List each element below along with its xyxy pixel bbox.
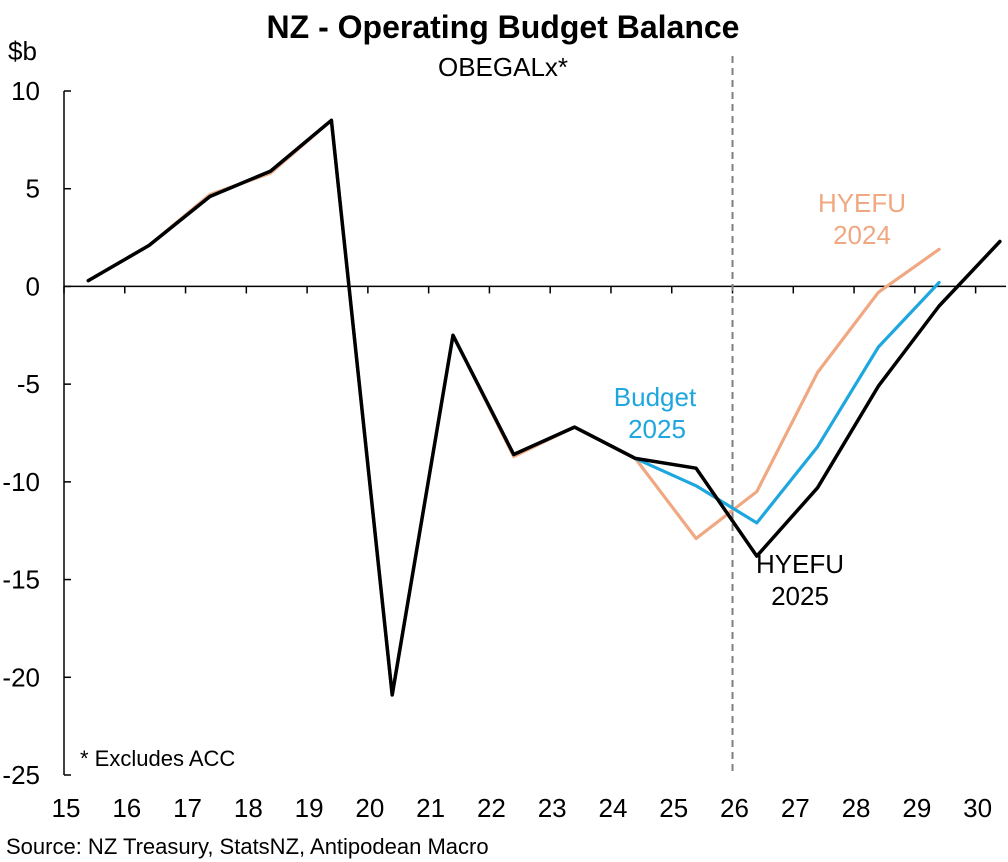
source-note: Source: NZ Treasury, StatsNZ, Antipodean… [6, 834, 489, 859]
series-label-hyefu-2024-line2: 2024 [833, 220, 891, 250]
x-tick-label: 20 [355, 793, 384, 823]
series-label-budget-2025-line1: Budget [614, 382, 697, 412]
series-label-budget-2025-line2: 2025 [628, 414, 686, 444]
series-label-hyefu-2024-line1: HYEFU [818, 188, 906, 218]
y-tick-label: -10 [2, 467, 40, 497]
x-tick-label: 30 [963, 793, 992, 823]
x-tick-label: 24 [599, 793, 628, 823]
x-tick-label: 25 [659, 793, 688, 823]
y-tick-label: 5 [26, 174, 40, 204]
footnote: * Excludes ACC [80, 746, 235, 771]
x-tick-label: 29 [902, 793, 931, 823]
y-tick-label: -5 [17, 369, 40, 399]
x-tick-label: 21 [416, 793, 445, 823]
x-tick-label: 28 [842, 793, 871, 823]
chart-title: NZ - Operating Budget Balance [267, 9, 740, 45]
series-label-hyefu-2025-line1: HYEFU [756, 549, 844, 579]
x-tick-label: 16 [112, 793, 141, 823]
x-tick-label: 19 [295, 793, 324, 823]
x-tick-label: 27 [781, 793, 810, 823]
chart-subtitle: OBEGALx* [438, 52, 568, 82]
y-tick-label: -20 [2, 662, 40, 692]
x-tick-label: 18 [234, 793, 263, 823]
y-tick-label: 0 [26, 271, 40, 301]
x-axis-ticks: 15 16 17 18 19 20 21 22 23 24 25 26 27 28 29 30 [52, 286, 992, 823]
y-axis-ticks: 10 5 0 -5 -10 -15 -20 -25 [2, 76, 71, 790]
x-tick-label: 26 [720, 793, 749, 823]
x-tick-label: 17 [173, 793, 202, 823]
x-tick-label: 23 [538, 793, 567, 823]
series-label-hyefu-2025-line2: 2025 [771, 581, 829, 611]
y-axis-unit: $b [8, 36, 37, 66]
x-tick-label: 15 [52, 793, 81, 823]
series-lines [86, 118, 1002, 697]
y-tick-label: -15 [2, 565, 40, 595]
series-line-hyefu-2025 [86, 118, 1002, 697]
y-tick-label: -25 [2, 760, 40, 790]
y-tick-label: 10 [11, 76, 40, 106]
x-tick-label: 22 [477, 793, 506, 823]
